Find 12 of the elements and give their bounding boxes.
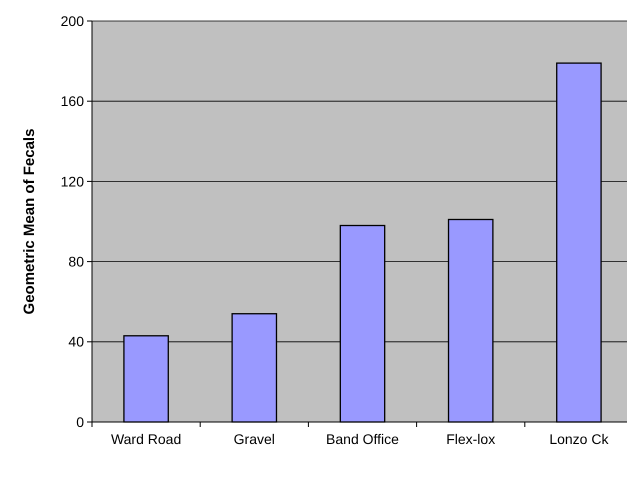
x-tick-label: Band Office bbox=[326, 431, 400, 447]
y-tick-label: 160 bbox=[60, 93, 84, 110]
x-tick-label: Flex-lox bbox=[446, 431, 496, 447]
x-tick-label: Gravel bbox=[234, 431, 275, 447]
y-tick-label: 200 bbox=[60, 12, 84, 29]
y-axis-title: Geometric Mean of Fecals bbox=[21, 128, 38, 314]
y-tick-label: 0 bbox=[76, 414, 84, 430]
y-tick-label: 120 bbox=[60, 173, 84, 190]
y-tick-label: 80 bbox=[68, 254, 84, 270]
y-tick-label: 40 bbox=[68, 334, 84, 350]
x-tick-label: Lonzo Ck bbox=[549, 431, 610, 447]
x-tick-label: Ward Road bbox=[110, 431, 182, 447]
